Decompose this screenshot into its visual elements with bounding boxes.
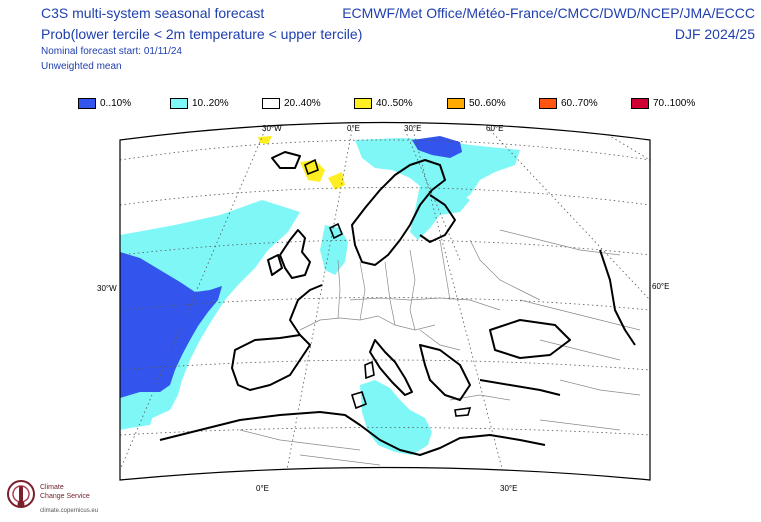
prob-area-40-50 [328,172,345,190]
legend-item: 40..50% [354,95,413,111]
prob-area-0-10 [412,136,462,158]
logo-line-2: Change Service [40,493,90,500]
lon-label-top-30w: 30°W [262,124,282,133]
legend-label: 50..60% [469,97,506,109]
chart-title: C3S multi-system seasonal forecast [41,5,265,21]
legend-swatch [447,97,465,109]
legend-item: 60..70% [539,95,598,111]
legend-swatch [631,97,649,109]
mean-note: Unweighted mean [41,61,122,72]
season-label: DJF 2024/25 [674,26,755,42]
start-note: Nominal forecast start: 01/11/24 [41,46,182,57]
prob-area-10-20 [355,138,520,205]
lon-label-top-0e: 0°E [347,124,360,133]
legend-label: 70..100% [653,97,696,109]
legend-label: 10..20% [192,97,229,109]
map-frame [119,121,651,481]
prob-area-40-50 [258,136,272,144]
legend-swatch [262,97,280,109]
prob-area-0-10 [120,252,222,398]
legend-label: 60..70% [561,97,598,109]
legend-label: 0..10% [100,97,132,109]
lon-label-right-60e: 60°E [652,282,670,291]
legend-swatch [170,97,188,109]
logo-url: climate.copernicus.eu [40,508,99,514]
legend-item: 70..100% [631,95,695,111]
legend-item: 0..10% [78,95,131,111]
legend-label: 20..40% [284,97,321,109]
lon-label-bottom-30e: 30°E [500,484,518,493]
islands [304,158,472,417]
coastlines [159,151,636,456]
prob-area-40-50 [300,160,325,182]
legend-item: 50..60% [447,95,506,111]
prob-area-10-20 [410,180,470,240]
copernicus-logo: Climate Change Service climate.copernicu… [6,478,116,518]
prob-area-10-20 [360,380,432,455]
graticule [120,129,650,480]
c3s-emblem-icon [7,480,35,508]
prob-area-10-20 [320,225,348,275]
lon-label-left-30w: 30°W [97,284,117,293]
legend-item: 20..40% [262,95,321,111]
legend-swatch [354,97,372,109]
legend-label: 40..50% [376,97,413,109]
lon-label-bottom-0e: 0°E [256,484,269,493]
lon-label-top-60e: 60°E [486,124,504,133]
legend-swatch [539,97,557,109]
legend-swatch [78,97,96,109]
model-list: ECMWF/Met Office/Météo-France/CMCC/DWD/N… [342,5,755,21]
chart-subtitle: Prob(lower tercile < 2m temperature < up… [41,26,363,42]
legend-item: 10..20% [170,95,229,111]
country-borders [239,229,641,466]
lon-label-top-30e: 30°E [404,124,422,133]
logo-line-1: Climate [40,484,64,491]
